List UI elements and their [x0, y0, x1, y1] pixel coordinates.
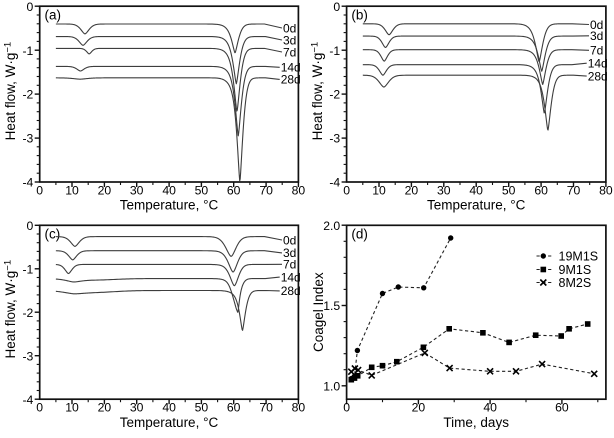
svg-text:40: 40	[162, 183, 176, 197]
svg-text:60: 60	[227, 183, 241, 197]
svg-text:20: 20	[98, 183, 112, 197]
svg-text:-3: -3	[22, 349, 33, 363]
svg-text:80: 80	[292, 183, 306, 197]
svg-text:14d: 14d	[588, 57, 608, 71]
svg-text:40: 40	[483, 401, 497, 415]
svg-text:1.5: 1.5	[323, 299, 340, 313]
svg-text:14d: 14d	[281, 270, 301, 284]
svg-text:-1: -1	[22, 44, 33, 58]
svg-text:20: 20	[412, 401, 426, 415]
svg-text:-3: -3	[329, 132, 340, 146]
svg-text:28d: 28d	[281, 284, 301, 298]
svg-text:-2: -2	[22, 306, 33, 320]
svg-text:(a): (a)	[45, 8, 62, 23]
svg-text:10: 10	[372, 183, 386, 197]
svg-text:14d: 14d	[281, 61, 301, 75]
svg-text:10: 10	[65, 183, 79, 197]
svg-text:7d: 7d	[283, 45, 296, 59]
svg-text:80: 80	[599, 183, 613, 197]
svg-text:0: 0	[333, 0, 340, 14]
svg-text:28d: 28d	[588, 69, 608, 83]
svg-text:3d: 3d	[283, 246, 296, 260]
svg-text:-2: -2	[22, 88, 33, 102]
svg-text:(d): (d)	[351, 227, 368, 242]
svg-text:0: 0	[36, 401, 43, 415]
svg-text:0: 0	[27, 0, 34, 14]
svg-text:28d: 28d	[281, 73, 301, 87]
svg-text:0: 0	[343, 401, 350, 415]
svg-text:-4: -4	[22, 393, 33, 407]
svg-text:Time, days: Time, days	[443, 415, 509, 430]
svg-text:7d: 7d	[283, 258, 296, 272]
svg-text:80: 80	[292, 401, 306, 415]
svg-text:60: 60	[555, 401, 569, 415]
svg-text:-1: -1	[329, 44, 340, 58]
svg-text:20: 20	[98, 401, 112, 415]
svg-text:70: 70	[259, 183, 273, 197]
svg-text:30: 30	[130, 183, 144, 197]
svg-text:40: 40	[162, 401, 176, 415]
svg-text:Heat flow, W·g−1: Heat flow, W·g−1	[310, 42, 326, 141]
svg-text:70: 70	[259, 401, 273, 415]
svg-text:7d: 7d	[590, 44, 603, 58]
svg-text:0d: 0d	[590, 18, 603, 32]
svg-text:10: 10	[65, 401, 79, 415]
svg-text:30: 30	[130, 401, 144, 415]
svg-text:9M1S: 9M1S	[559, 263, 592, 277]
svg-text:2.0: 2.0	[323, 219, 340, 233]
svg-text:0d: 0d	[283, 233, 296, 247]
svg-text:(b): (b)	[351, 8, 368, 23]
svg-text:50: 50	[195, 183, 209, 197]
svg-text:Heat flow, W·g−1: Heat flow, W·g−1	[3, 260, 19, 359]
svg-text:60: 60	[534, 183, 548, 197]
svg-text:0d: 0d	[283, 21, 296, 35]
svg-text:50: 50	[502, 183, 516, 197]
svg-text:-4: -4	[329, 176, 340, 190]
svg-text:0: 0	[27, 219, 34, 233]
svg-text:70: 70	[567, 183, 581, 197]
svg-text:0: 0	[343, 183, 350, 197]
svg-text:Temperature, °C: Temperature, °C	[120, 415, 219, 430]
svg-text:-1: -1	[22, 262, 33, 276]
svg-text:Temperature, °C: Temperature, °C	[120, 198, 219, 213]
svg-text:Heat flow, W·g−1: Heat flow, W·g−1	[3, 42, 19, 141]
svg-text:0: 0	[36, 183, 43, 197]
svg-text:50: 50	[195, 401, 209, 415]
svg-text:20: 20	[405, 183, 419, 197]
svg-text:(c): (c)	[45, 227, 61, 242]
svg-text:19M1S: 19M1S	[559, 249, 599, 263]
svg-text:Coagel Index: Coagel Index	[311, 272, 326, 352]
svg-text:3d: 3d	[590, 29, 603, 43]
svg-text:1.0: 1.0	[323, 379, 340, 393]
svg-text:-3: -3	[22, 132, 33, 146]
svg-text:3d: 3d	[283, 33, 296, 47]
svg-text:-4: -4	[22, 176, 33, 190]
svg-text:8M2S: 8M2S	[559, 276, 592, 290]
svg-text:Temperature, °C: Temperature, °C	[427, 198, 526, 213]
svg-text:60: 60	[227, 401, 241, 415]
svg-text:40: 40	[469, 183, 483, 197]
svg-text:-2: -2	[329, 88, 340, 102]
svg-text:30: 30	[437, 183, 451, 197]
